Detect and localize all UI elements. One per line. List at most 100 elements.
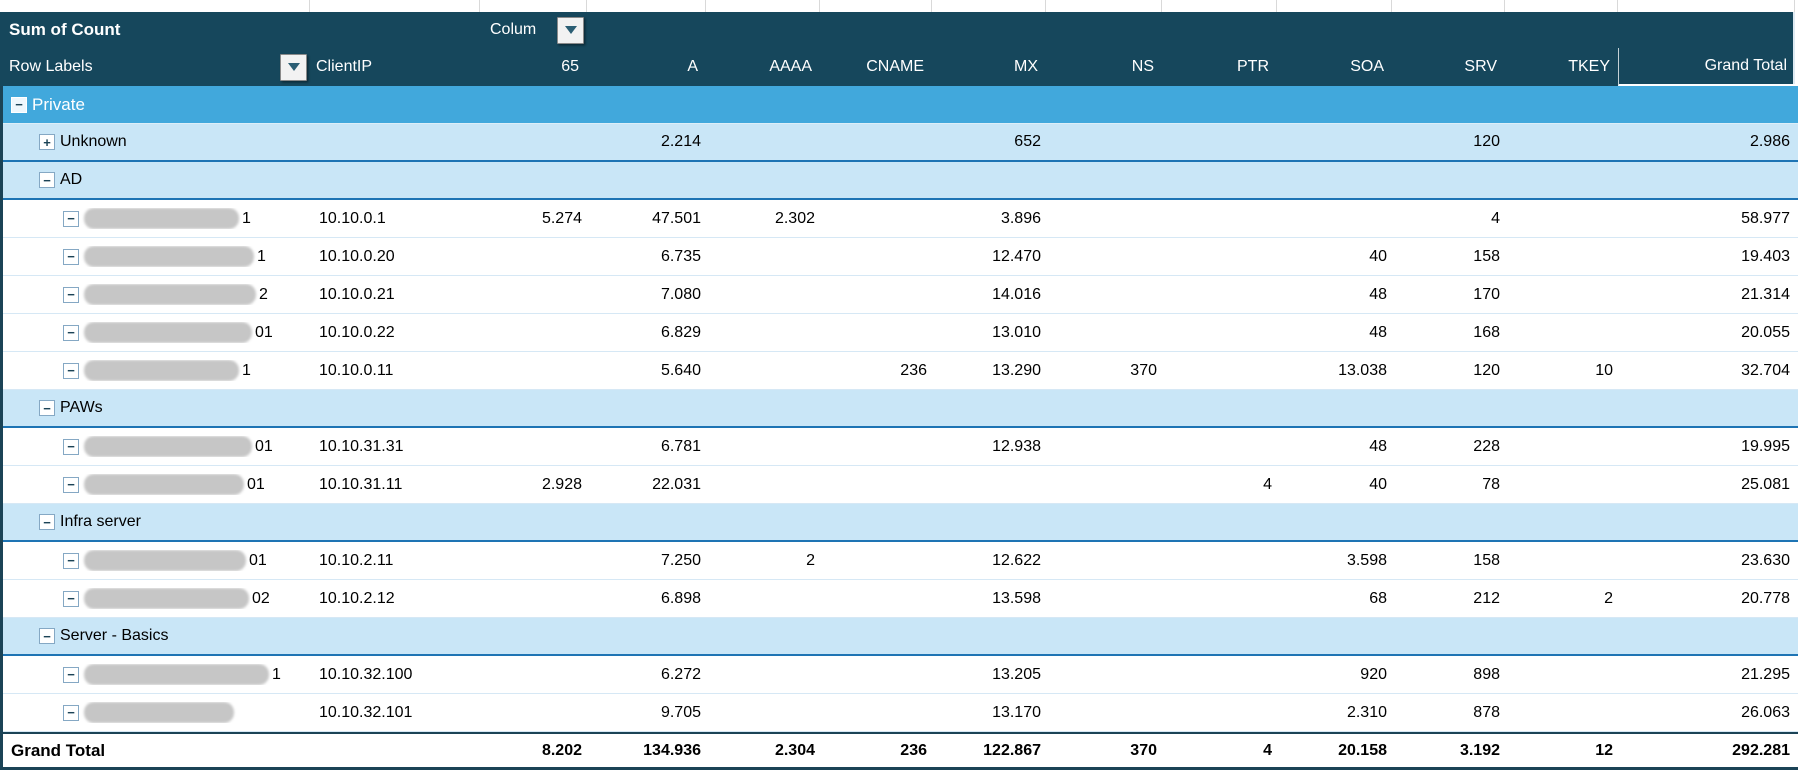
collapse-icon[interactable]: − bbox=[63, 476, 79, 493]
value-a: 134.936 bbox=[643, 741, 701, 759]
redacted-hostname bbox=[84, 436, 252, 457]
collapse-icon[interactable]: − bbox=[63, 362, 79, 379]
value-srv: 898 bbox=[1473, 665, 1500, 683]
collapse-icon[interactable]: − bbox=[63, 666, 79, 683]
col-header-tkey: TKEY bbox=[1568, 58, 1610, 75]
value-grand-total: 19.403 bbox=[1741, 247, 1790, 265]
data-row: −2 10.10.0.21 7.080 14.016 48 170 21.314 bbox=[3, 276, 1798, 314]
row-label[interactable]: −1 bbox=[3, 360, 313, 381]
row-label[interactable]: − 01 bbox=[3, 322, 313, 343]
column-boundary-tick bbox=[1162, 0, 1277, 12]
group-label-text: Server - Basics bbox=[60, 627, 169, 644]
data-row: − 02 10.10.2.12 6.898 13.598 68 212 2 20.778 bbox=[3, 580, 1798, 618]
value-grand-total: 32.704 bbox=[1741, 361, 1790, 379]
spreadsheet-top-strip bbox=[0, 0, 1795, 12]
column-boundary-tick bbox=[310, 0, 480, 12]
row-label[interactable]: − 01 bbox=[3, 474, 313, 495]
collapse-icon[interactable]: − bbox=[39, 514, 55, 530]
col-header-ns: NS bbox=[1131, 58, 1154, 75]
client-ip: 10.10.0.21 bbox=[319, 285, 395, 303]
value-ns: 370 bbox=[1130, 741, 1157, 759]
value-srv: 168 bbox=[1473, 323, 1500, 341]
collapse-icon[interactable]: − bbox=[63, 590, 79, 607]
hostname-suffix: 1 bbox=[272, 665, 281, 683]
column-boundary-tick bbox=[587, 0, 706, 12]
value-grand-total: 20.055 bbox=[1741, 323, 1790, 341]
value-srv: 170 bbox=[1473, 285, 1500, 303]
row-label[interactable]: −2 bbox=[3, 284, 313, 305]
value-ns: 370 bbox=[1130, 361, 1157, 379]
redacted-hostname bbox=[84, 588, 249, 609]
client-ip: 10.10.31.31 bbox=[319, 437, 404, 455]
collapse-icon[interactable]: − bbox=[39, 400, 55, 416]
row-label[interactable]: − Private bbox=[3, 95, 313, 115]
redacted-hostname bbox=[84, 322, 252, 343]
value-srv: 212 bbox=[1473, 589, 1500, 607]
grand-total-row: Grand Total 8.202 134.936 2.304 236 122.867 37… bbox=[3, 732, 1798, 770]
row-label[interactable]: − 01 bbox=[3, 550, 313, 571]
value-ptr: 4 bbox=[1263, 475, 1272, 493]
hostname-suffix: 1 bbox=[242, 361, 251, 379]
redacted-hostname bbox=[84, 208, 239, 229]
value-a: 47.501 bbox=[652, 209, 701, 227]
data-row: −1 10.10.0.1 5.274 47.501 2.302 3.896 4 58.977 bbox=[3, 200, 1798, 238]
collapse-icon[interactable]: − bbox=[63, 438, 79, 455]
row-label[interactable]: − Server - Basics bbox=[3, 627, 313, 645]
value-a: 22.031 bbox=[652, 475, 701, 493]
redacted-hostname bbox=[84, 664, 269, 685]
clientip-header-cell: ClientIP bbox=[316, 58, 373, 75]
collapse-icon[interactable]: − bbox=[63, 324, 79, 341]
value-soa: 48 bbox=[1369, 323, 1387, 341]
row-label[interactable]: − 02 bbox=[3, 588, 313, 609]
column-boundary-tick bbox=[1392, 0, 1505, 12]
collapse-icon[interactable]: − bbox=[63, 704, 79, 721]
value-grand-total: 2.986 bbox=[1749, 133, 1790, 150]
value-ptr: 4 bbox=[1263, 741, 1272, 759]
col-header-srv: SRV bbox=[1464, 58, 1497, 75]
row-labels-filter-dropdown[interactable] bbox=[280, 53, 307, 81]
row-label[interactable]: − PAWs bbox=[3, 399, 313, 417]
row-label[interactable]: −1 bbox=[3, 664, 313, 685]
row-label[interactable]: − AD bbox=[3, 171, 313, 189]
value-soa: 2.310 bbox=[1346, 703, 1387, 721]
row-label[interactable]: −1 bbox=[3, 208, 313, 229]
collapse-icon[interactable]: − bbox=[11, 96, 27, 113]
value-mx: 122.867 bbox=[983, 741, 1041, 759]
collapse-icon[interactable]: − bbox=[63, 552, 79, 569]
row-label[interactable]: + Unknown bbox=[3, 133, 313, 151]
value-soa: 13.038 bbox=[1338, 361, 1387, 379]
collapse-icon[interactable]: − bbox=[39, 172, 55, 188]
group-row-infra-server: − Infra server bbox=[3, 504, 1798, 542]
values-field-cell: Sum of Count bbox=[9, 20, 121, 39]
column-labels-filter-dropdown[interactable] bbox=[557, 16, 584, 44]
collapse-icon[interactable]: − bbox=[63, 210, 79, 227]
group-row-paws: − PAWs bbox=[3, 390, 1798, 428]
column-labels-text: Colum bbox=[490, 21, 537, 38]
collapse-icon[interactable]: − bbox=[63, 248, 79, 265]
dropdown-triangle-icon bbox=[564, 26, 577, 34]
row-label[interactable]: −1 bbox=[3, 246, 313, 267]
value-srv: 120 bbox=[1473, 361, 1500, 379]
data-row: − 10.10.32.101 9.705 13.170 2.310 878 26.063 bbox=[3, 694, 1798, 732]
value-mx: 13.598 bbox=[992, 589, 1041, 607]
collapse-icon[interactable]: − bbox=[39, 628, 55, 644]
row-label[interactable]: − Infra server bbox=[3, 513, 313, 531]
client-ip: 10.10.0.11 bbox=[319, 361, 394, 379]
value-a: 7.080 bbox=[660, 285, 701, 303]
value-a: 6.781 bbox=[660, 437, 701, 455]
data-row: −1 10.10.0.11 5.640 236 13.290 370 13.038 120 10… bbox=[3, 352, 1798, 390]
value-a: 7.250 bbox=[660, 551, 701, 569]
value-grand-total: 26.063 bbox=[1741, 703, 1790, 721]
group-label-text: PAWs bbox=[60, 399, 103, 416]
grand-total-label: Grand Total bbox=[11, 740, 106, 760]
row-label[interactable]: − bbox=[3, 702, 313, 723]
dropdown-triangle-icon bbox=[287, 63, 300, 71]
collapse-icon[interactable]: − bbox=[63, 286, 79, 303]
client-ip: 10.10.2.12 bbox=[319, 589, 395, 607]
expand-icon[interactable]: + bbox=[39, 134, 55, 150]
value-65: 2.928 bbox=[541, 475, 582, 493]
row-label[interactable]: − 01 bbox=[3, 436, 313, 457]
column-boundary-tick bbox=[480, 0, 587, 12]
value-grand-total: 58.977 bbox=[1741, 209, 1790, 227]
value-mx: 12.470 bbox=[992, 247, 1041, 265]
